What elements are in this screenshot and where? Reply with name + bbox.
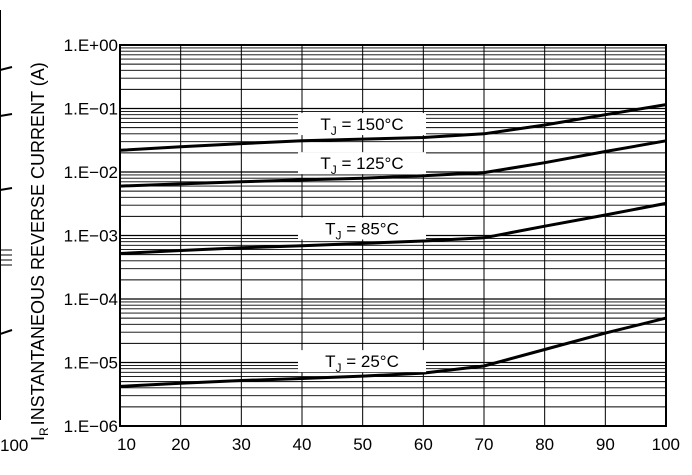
series-label: TJ = 25°C: [325, 352, 399, 375]
x-tick-label: 20: [171, 435, 190, 454]
y-tick-label: 1.E+00: [64, 36, 118, 55]
y-tick-label: 1.E−04: [64, 290, 118, 309]
x-tick-label: 70: [475, 435, 494, 454]
y-tick-label: 1.E−03: [64, 227, 118, 246]
series-label-background: [298, 113, 426, 136]
series-label: TJ = 125°C: [320, 154, 403, 177]
series-line: [119, 139, 667, 188]
series-layer: [119, 103, 667, 388]
x-tick-label: 80: [535, 435, 554, 454]
series-label-main: T: [325, 352, 335, 371]
left-figure-remnant: 100: [0, 10, 28, 455]
plot-frame: [119, 44, 667, 427]
series-label-rest: = 25°C: [342, 352, 399, 371]
y-axis-label: IR INSTANTANEOUS REVERSE CURRENT (A): [28, 62, 51, 441]
series-label-main: T: [320, 115, 330, 134]
series-annotations: TJ = 150°CTJ = 125°CTJ = 85°CTJ = 25°C: [298, 113, 426, 375]
series-label-rest: = 150°C: [337, 115, 404, 134]
x-tick-labels: 10 20 30 40 50 60 70 80 90 100: [117, 435, 680, 454]
series-label-rest: = 125°C: [337, 154, 404, 173]
y-tick-label: 1.E−06: [64, 417, 118, 436]
y-tick-labels: 1.E+00 1.E−01 1.E−02 1.E−03 1.E−04 1.E−05 1.E−…: [64, 36, 118, 436]
y-tick-label: 1.E−01: [64, 100, 118, 119]
series-label-sub: J: [331, 124, 337, 138]
x-tick-label: 40: [293, 435, 312, 454]
y-axis-label-prefix: I: [28, 436, 48, 441]
series-label-main: T: [325, 219, 335, 238]
x-tick-label: 60: [414, 435, 433, 454]
y-axis-label-text: INSTANTANEOUS REVERSE CURRENT (A): [28, 62, 48, 425]
series-label-background: [298, 152, 426, 175]
series-label-background: [298, 350, 426, 373]
x-tick-label: 50: [353, 435, 372, 454]
series-line: [119, 201, 667, 255]
x-tick-label: 30: [232, 435, 251, 454]
series-label-rest: = 85°C: [342, 219, 399, 238]
series-label-main: T: [320, 154, 330, 173]
x-tick-label: 100: [652, 435, 680, 454]
series-label: TJ = 150°C: [320, 115, 403, 138]
y-axis-label-sub: R: [37, 427, 51, 436]
y-tick-label: 1.E−05: [64, 354, 118, 373]
x-tick-label: 90: [596, 435, 615, 454]
y-tick-label: 1.E−02: [64, 163, 118, 182]
series-line: [119, 316, 667, 388]
series-label-sub: J: [336, 361, 342, 375]
series-label: TJ = 85°C: [325, 219, 399, 242]
series-label-sub: J: [331, 163, 337, 177]
series-label-sub: J: [336, 228, 342, 242]
series-line: [119, 103, 667, 152]
series-label-background: [298, 217, 426, 240]
left-cut-tick-label: 100: [0, 436, 28, 455]
x-tick-label: 10: [117, 435, 136, 454]
